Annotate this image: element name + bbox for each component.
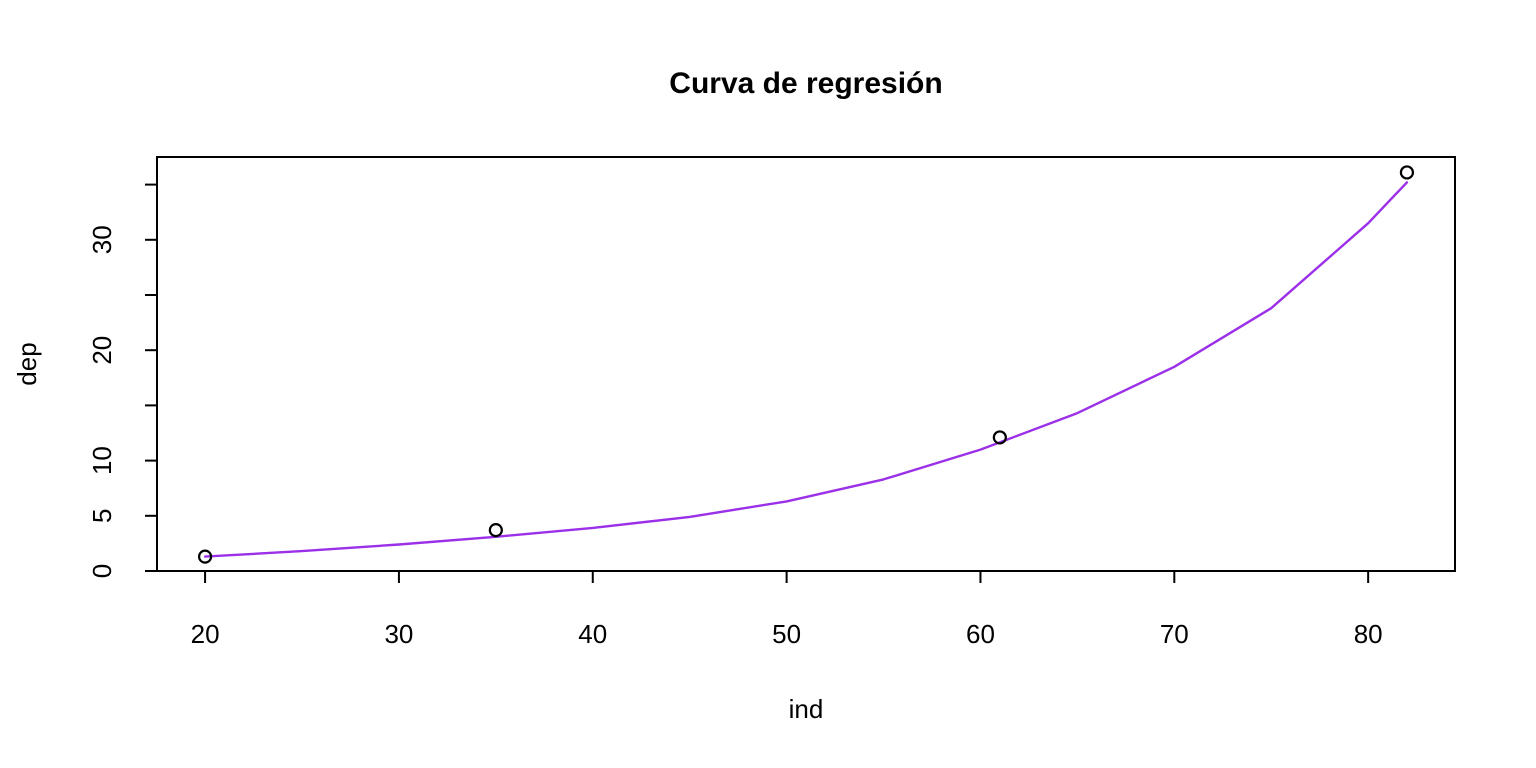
x-tick-label: 20 (191, 619, 220, 649)
data-point (488, 523, 503, 538)
x-tick-label: 50 (772, 619, 801, 649)
y-tick-label: 30 (87, 225, 117, 254)
y-axis-label: dep (12, 342, 42, 385)
x-axis-label: ind (789, 694, 824, 724)
x-tick-label: 80 (1354, 619, 1383, 649)
data-point (992, 430, 1007, 445)
y-tick-label: 20 (87, 336, 117, 365)
plot-frame (156, 156, 1456, 572)
regression-curve (203, 181, 1409, 558)
data-point (1399, 165, 1415, 180)
y-axis: 0 5 10 20 30 (87, 183, 158, 578)
y-tick-label: 5 (87, 509, 117, 523)
series-layer (197, 165, 1415, 564)
chart-title: Curva de regresión (669, 67, 942, 100)
y-tick-label: 0 (87, 564, 117, 578)
x-tick-label: 40 (578, 619, 607, 649)
data-point (197, 549, 213, 564)
x-tick-label: 30 (384, 619, 413, 649)
x-tick-label: 70 (1160, 619, 1189, 649)
x-axis: 20 30 40 50 60 70 80 (191, 570, 1383, 649)
y-tick-label: 10 (87, 446, 117, 475)
x-tick-label: 60 (966, 619, 995, 649)
